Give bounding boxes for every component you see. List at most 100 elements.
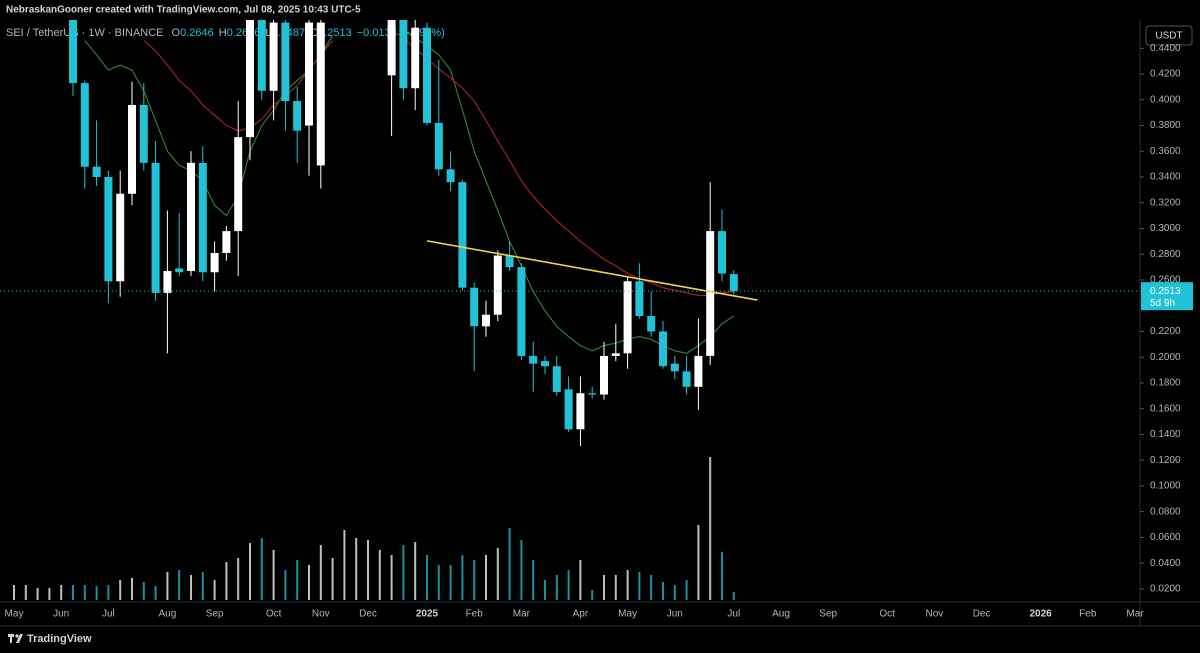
candle-body: [257, 20, 266, 91]
volume-bar: [367, 540, 369, 600]
volume-bar: [449, 565, 452, 600]
y-tick-label: 0.1200: [1150, 455, 1181, 466]
volume-bar: [260, 538, 263, 600]
candle-body: [116, 193, 125, 282]
candle-body: [210, 252, 219, 273]
y-tick-label: 0.0800: [1150, 506, 1181, 517]
candle-body: [399, 20, 408, 89]
plot-area: [0, 20, 1140, 600]
candle-body: [718, 231, 726, 274]
x-tick-label: Jun: [53, 609, 69, 620]
volume-bar: [461, 555, 464, 600]
volume-bar: [83, 585, 86, 600]
candle-body: [493, 255, 502, 315]
y-tick-label: 0.3600: [1150, 146, 1181, 157]
volume-bar: [555, 575, 558, 600]
y-tick-label: 0.3800: [1150, 120, 1181, 131]
x-tick-label: Jul: [102, 609, 115, 620]
y-tick-label: 0.3200: [1150, 197, 1181, 208]
candle-body: [423, 27, 431, 123]
currency-box: [1145, 25, 1193, 46]
y-tick-label: 0.2200: [1150, 326, 1181, 337]
volume-bar: [508, 528, 511, 600]
y-tick-label: 0.1800: [1150, 378, 1181, 389]
volume-bar: [697, 525, 700, 600]
x-tick-label: Mar: [1126, 609, 1144, 620]
y-tick-label: 0.3400: [1150, 172, 1181, 183]
y-tick-label: 0.1400: [1150, 429, 1181, 440]
y-tick-label: 0.4200: [1150, 69, 1181, 80]
x-tick-label: Nov: [926, 609, 944, 620]
volume-bar: [544, 580, 546, 600]
candle-body: [600, 355, 608, 395]
ohlc-value: 0.2646: [180, 27, 214, 39]
x-tick-label: Jul: [727, 609, 740, 620]
brand: TradingView: [27, 633, 92, 645]
volume-bar: [473, 560, 476, 600]
volume-bar: [532, 560, 535, 600]
x-tick-label: Nov: [312, 609, 330, 620]
volume-bar: [48, 588, 51, 600]
volume-bar: [272, 550, 275, 600]
volume-bar: [709, 457, 712, 600]
candle-body: [269, 22, 278, 91]
y-tick-label: 0.2000: [1150, 352, 1181, 363]
ohlc-label: H: [219, 27, 227, 39]
currency: USDT: [1155, 31, 1182, 42]
x-tick-label: Oct: [266, 609, 282, 620]
volume-bar: [36, 588, 39, 600]
volume-bar: [343, 530, 346, 600]
volume-bar: [107, 585, 110, 600]
volume-bar: [142, 582, 145, 600]
candle-body: [92, 166, 101, 178]
ohlc-label: L: [265, 27, 271, 39]
volume-bar: [426, 555, 428, 600]
candle-body: [128, 104, 136, 194]
y-tick-label: 0.0600: [1150, 532, 1181, 543]
volume-bar: [131, 578, 133, 600]
volume-bar: [685, 580, 688, 600]
volume-bar: [154, 586, 157, 600]
candle-body: [576, 393, 585, 430]
y-tick-label: 0.2600: [1150, 275, 1181, 286]
candle-body: [458, 182, 467, 288]
candle-body: [611, 353, 620, 356]
y-tick-label: 0.2800: [1150, 249, 1181, 260]
volume-bar: [355, 538, 358, 600]
y-tick-label: 0.1000: [1150, 481, 1181, 492]
symbol: SEI / TetherUS · 1W · BINANCE: [6, 27, 164, 39]
x-tick-label: Dec: [359, 609, 377, 620]
volume-bar: [24, 585, 27, 600]
candle-body: [647, 316, 656, 332]
candle-body: [694, 355, 703, 387]
candle-body: [529, 355, 538, 364]
candle-body: [482, 314, 490, 327]
volume-bar: [319, 545, 322, 600]
y-tick-label: 0.4000: [1150, 94, 1181, 105]
candle-body: [517, 267, 526, 356]
price-tag-value: 0.2513: [1150, 286, 1181, 297]
volume-bar: [638, 572, 641, 600]
candle-body: [552, 366, 561, 392]
candle-body: [623, 281, 632, 354]
volume-bar: [13, 585, 15, 600]
candle-body: [541, 361, 549, 367]
volume-bar: [225, 562, 228, 600]
candle-body: [198, 162, 207, 273]
attribution: NebraskanGooner created with TradingView…: [6, 5, 361, 16]
candle-body: [80, 83, 89, 167]
x-tick-label: Apr: [573, 609, 589, 620]
candle-body: [293, 101, 302, 131]
brand-logo: [8, 634, 23, 643]
volume-bar: [166, 572, 169, 600]
candle-body: [69, 20, 77, 84]
x-tick-label: Aug: [159, 609, 177, 620]
volume-bar: [662, 582, 664, 600]
y-tick-label: 0.1600: [1150, 403, 1181, 414]
volume-bar: [201, 572, 204, 600]
x-tick-label: 2026: [1029, 609, 1052, 620]
volume-bar: [626, 570, 629, 600]
candle-body: [564, 389, 573, 430]
candle-body: [104, 177, 113, 282]
